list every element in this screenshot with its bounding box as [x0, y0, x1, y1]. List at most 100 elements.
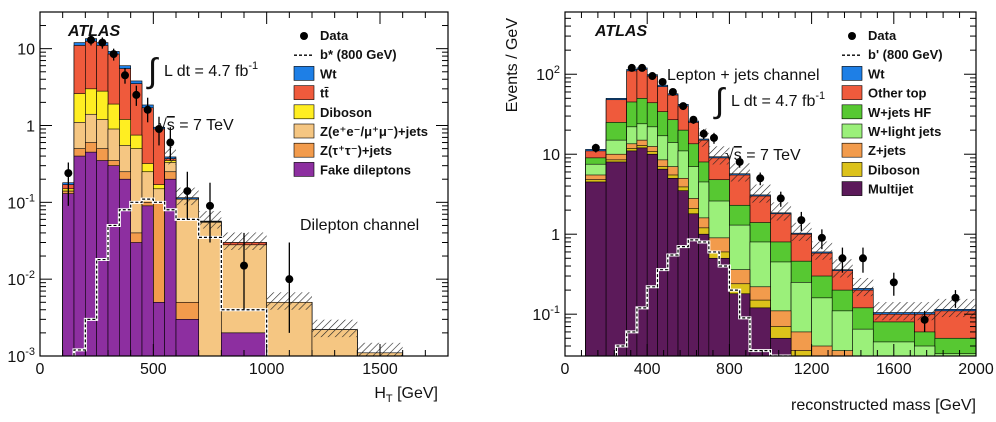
atlas-label: ATLAS: [67, 23, 120, 40]
legend-swatch: [293, 85, 315, 100]
data-points-0: [64, 35, 294, 333]
legend-label: W+light jets: [868, 124, 941, 139]
data-points-1: [591, 63, 960, 332]
bar-multijet: [636, 147, 648, 356]
integral-symbol: ∫: [146, 52, 159, 90]
y-axis-1: 10-1 1 10 102: [532, 11, 976, 357]
bar-multijet: [770, 337, 792, 356]
hatch-bin: [749, 184, 771, 203]
signal-line-0: [73, 198, 268, 356]
legend-label: Multijet: [868, 182, 914, 197]
data-point: [668, 87, 677, 96]
legend-label: Diboson: [868, 162, 920, 177]
hatch-bin: [934, 298, 976, 318]
bar-fake: [153, 301, 165, 356]
bar-fake: [62, 193, 75, 356]
bar-w_hf: [934, 337, 976, 356]
x-tick-label: 1600: [876, 361, 912, 378]
data-point: [689, 115, 698, 124]
bar-multijet: [677, 190, 689, 356]
x-tick-label: 800: [716, 361, 743, 378]
data-point: [920, 315, 929, 324]
legend-swatch: [841, 162, 863, 177]
legend-data-marker: [848, 32, 856, 40]
bar-fake: [164, 178, 177, 356]
bar-fake: [119, 178, 131, 356]
hatch-bin: [811, 241, 833, 260]
bar-multijet: [585, 181, 607, 356]
legend-0: Data b* (800 GeV) Wt tt̄ Diboson Z(e⁺e⁻/μ⁺μ⁻)…: [293, 28, 428, 177]
data-point: [951, 293, 960, 302]
data-point: [709, 133, 718, 142]
legend-swatch: [293, 162, 315, 177]
plot-frame-1: [564, 11, 977, 357]
hatch-bin: [791, 222, 812, 241]
y-tick-label: 102: [536, 64, 560, 84]
x-tick-label: 1200: [794, 361, 830, 378]
legend-label: Data: [868, 28, 897, 43]
bar-w_light: [934, 353, 976, 356]
plot-area-1: [585, 63, 976, 356]
hatch-bin: [852, 277, 874, 297]
hatch-bin: [770, 202, 792, 221]
bar-multijet: [626, 150, 638, 356]
x-tick-label: 0: [561, 361, 570, 378]
bar-multijet: [749, 307, 771, 356]
bar-z_jets: [811, 345, 833, 356]
legend-swatch: [841, 123, 863, 139]
legend-swatch: [293, 104, 315, 120]
integral-symbol: ∫: [713, 82, 726, 120]
bar-fake: [175, 319, 199, 356]
legend-swatch: [841, 142, 863, 158]
data-point: [109, 50, 118, 59]
atlas-label: ATLAS: [594, 23, 647, 40]
legend-swatch: [293, 123, 315, 139]
y-tick-label: 1: [551, 227, 560, 244]
data-point: [648, 72, 657, 81]
bar-diboson_right: [790, 350, 812, 356]
data-point: [87, 35, 95, 44]
bar-fake: [85, 151, 97, 356]
x-tick-label: 2000: [958, 361, 994, 378]
energy-label: √s = 7 TeV: [158, 117, 234, 134]
data-point: [240, 261, 248, 270]
data-point: [638, 63, 647, 72]
uncertainty-band-1: [698, 128, 976, 321]
left-chart-panel: 0 500 1000 1500 10-3 10-2 10-1 1 10 HT [GeV] ATLAS…: [7, 11, 449, 405]
data-point: [64, 169, 73, 178]
legend-swatch: [841, 181, 863, 196]
data-point: [166, 138, 175, 147]
data-point: [285, 275, 294, 284]
x-tick-label: 1000: [249, 361, 285, 378]
energy-label: √s = 7 TeV: [725, 147, 801, 164]
data-point: [735, 157, 744, 166]
legend-1: Data b' (800 GeV) Wt Other top W+jets HF W+li…: [841, 28, 943, 197]
right-chart-panel: 0 400 800 1200 1600 2000 10-1 1 10 102 reconstruct…: [504, 11, 994, 414]
data-point: [591, 143, 600, 152]
legend-label: Z+jets: [868, 143, 906, 158]
y-tick-label: 10-2: [7, 269, 35, 289]
legend-label: Diboson: [320, 105, 372, 120]
data-point: [776, 194, 785, 203]
x-tick-label: 0: [36, 361, 45, 378]
series-multijet-1: [585, 147, 792, 356]
bar-z_jets: [831, 350, 854, 356]
y-tick-label: 10-3: [7, 346, 35, 366]
legend-label: b' (800 GeV): [868, 47, 943, 62]
legend-label: Wt: [320, 66, 337, 81]
legend-swatch: [293, 66, 315, 81]
legend-swatch: [841, 104, 863, 120]
bar-multijet: [687, 213, 699, 356]
legend-label: Z(τ⁺τ⁻)+jets: [320, 143, 392, 158]
bar-w_light: [852, 328, 874, 356]
data-point: [797, 216, 806, 225]
bar-multijet: [698, 233, 710, 356]
data-point: [889, 278, 898, 287]
bar-fake: [107, 165, 120, 356]
data-point: [155, 125, 163, 134]
data-point: [817, 233, 826, 242]
plot-area-0: [62, 35, 403, 356]
data-point: [756, 174, 765, 183]
